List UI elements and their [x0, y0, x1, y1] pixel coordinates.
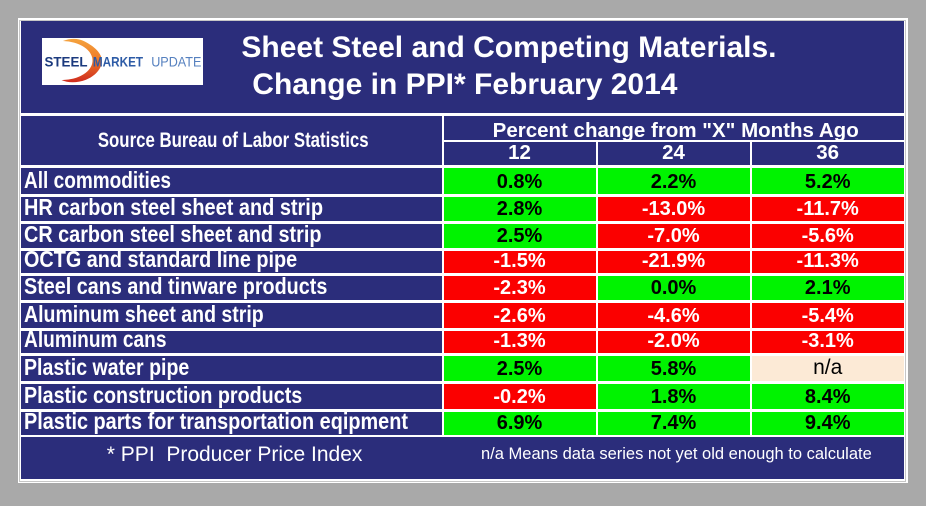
svg-text:MARKET: MARKET	[93, 54, 144, 70]
svg-text:STEEL: STEEL	[45, 54, 88, 70]
svg-text:UPDATE: UPDATE	[151, 54, 201, 70]
